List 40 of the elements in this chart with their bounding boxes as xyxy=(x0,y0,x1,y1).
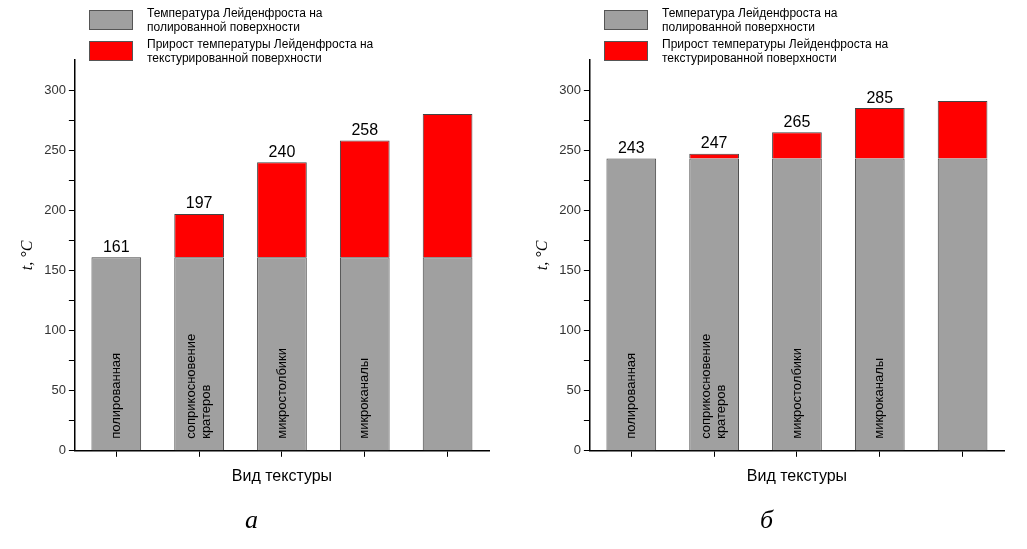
total-label: 258 xyxy=(351,120,379,138)
y-tick-label: 50 xyxy=(51,382,66,398)
y-tick-label: 100 xyxy=(559,322,581,338)
x-axis-title: Вид текстуры xyxy=(231,466,333,484)
y-tick-label: 250 xyxy=(44,141,66,157)
legend-label: Прирост температуры Лейденфроста на текстурированной поверхности xyxy=(147,37,375,65)
total-label: 161 xyxy=(102,237,130,255)
legend-label: Прирост температуры Лейденфроста на текстурированной поверхности xyxy=(662,37,890,65)
y-tick-label: 200 xyxy=(44,201,66,217)
total-label: 243 xyxy=(617,139,645,157)
y-tick-label: 150 xyxy=(44,262,66,278)
y-axis-title: t, °C xyxy=(532,240,550,271)
x-tick-label: микростолбики xyxy=(788,347,804,439)
x-tick-label: полированная xyxy=(107,352,123,439)
y-tick-label: 300 xyxy=(44,81,66,97)
x-tick-label: микростолбики xyxy=(273,347,289,439)
x-tick-label: микроканалы xyxy=(871,357,887,439)
y-tick-label: 250 xyxy=(559,141,581,157)
x-tick-label: микроканалы xyxy=(356,357,372,439)
y-axis-title: t, °C xyxy=(17,240,35,271)
x-tick-label: соприкосновение кратеров xyxy=(698,333,729,439)
y-tick-label: 0 xyxy=(58,442,66,458)
total-label: 240 xyxy=(268,142,296,160)
y-tick-label: 150 xyxy=(559,262,581,278)
x-tick-label: полированная xyxy=(622,352,638,439)
text: б xyxy=(758,505,775,535)
y-tick-label: 50 xyxy=(566,382,581,398)
total-label: 197 xyxy=(185,194,213,212)
x-axis-title: Вид текстуры xyxy=(746,466,848,484)
legend-label: Температура Лейденфроста на полированной поверхности xyxy=(147,6,324,34)
x-tick-label: соприкосновение кратеров xyxy=(183,333,214,439)
y-tick-label: 0 xyxy=(573,442,581,458)
total-label: 285 xyxy=(866,88,894,106)
y-tick-label: 100 xyxy=(44,322,66,338)
total-label: 265 xyxy=(783,112,811,130)
legend-label: Температура Лейденфроста на полированной поверхности xyxy=(662,6,839,34)
y-tick-label: 200 xyxy=(559,201,581,217)
text: а xyxy=(244,505,259,535)
total-label: 247 xyxy=(700,134,728,152)
y-tick-label: 300 xyxy=(559,81,581,97)
